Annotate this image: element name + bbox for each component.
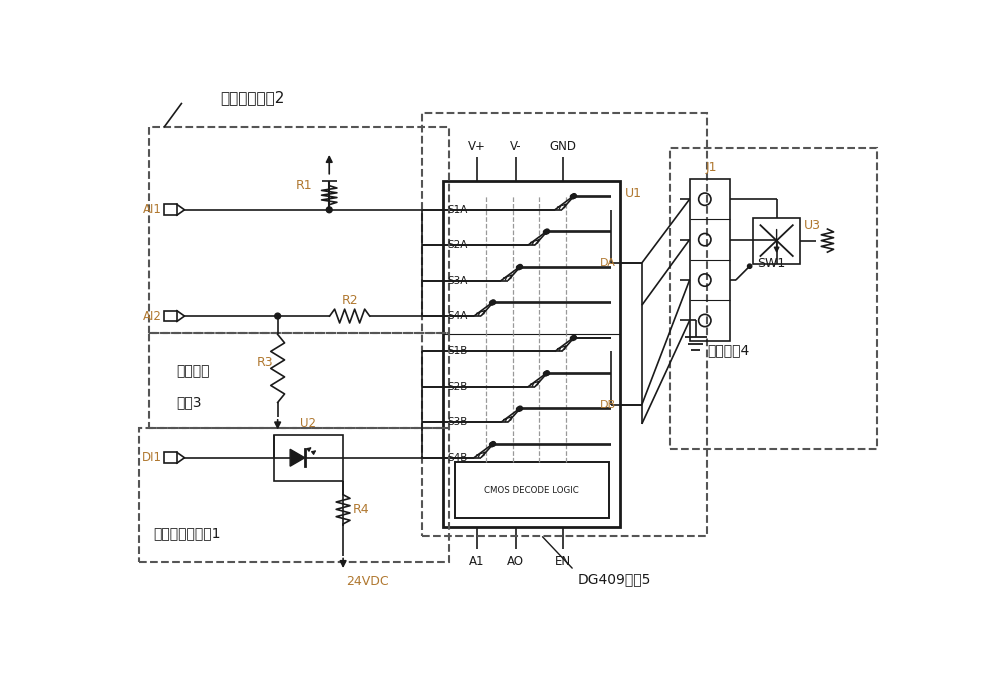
Text: V-: V- (510, 140, 521, 153)
Circle shape (491, 441, 496, 446)
Text: R4: R4 (352, 503, 369, 516)
Text: 模块3: 模块3 (176, 395, 202, 409)
Bar (455, 462, 609, 518)
Text: EN: EN (555, 555, 571, 568)
Text: U2: U2 (300, 417, 316, 430)
Bar (690, 179, 730, 341)
Text: S3B: S3B (448, 418, 468, 427)
Text: U3: U3 (804, 219, 821, 232)
Bar (164, 310, 177, 322)
Circle shape (572, 335, 576, 340)
Circle shape (275, 313, 281, 319)
Text: S4A: S4A (448, 311, 468, 321)
Bar (164, 452, 177, 463)
Text: GND: GND (550, 140, 577, 153)
Text: 开关量检测模块1: 开关量检测模块1 (153, 526, 220, 540)
Text: CMOS DECODE LOGIC: CMOS DECODE LOGIC (484, 486, 579, 495)
Text: S3A: S3A (448, 276, 468, 285)
Text: S2A: S2A (448, 240, 468, 251)
Circle shape (518, 406, 523, 411)
Text: AO: AO (507, 555, 524, 568)
Text: DG409芯片5: DG409芯片5 (578, 572, 651, 587)
Text: S2B: S2B (448, 382, 468, 392)
Bar (149, 127, 449, 333)
Text: S1A: S1A (448, 205, 468, 215)
Bar (443, 180, 620, 527)
Text: R1: R1 (296, 180, 312, 192)
Bar (274, 434, 343, 481)
Text: R3: R3 (257, 356, 274, 369)
Text: AI1: AI1 (143, 203, 161, 216)
Bar (670, 148, 877, 448)
Circle shape (545, 229, 549, 234)
Text: A1: A1 (469, 555, 485, 568)
Text: 电流检测模块2: 电流检测模块2 (220, 90, 284, 105)
Text: J1: J1 (706, 161, 717, 173)
Text: DI1: DI1 (141, 451, 161, 464)
Circle shape (570, 195, 575, 199)
Text: V+: V+ (468, 140, 486, 153)
Circle shape (543, 230, 548, 235)
Bar (149, 333, 449, 429)
Text: AI2: AI2 (143, 310, 161, 322)
Bar (422, 113, 707, 537)
Circle shape (570, 336, 575, 340)
Bar (139, 429, 449, 562)
Bar (753, 217, 800, 264)
Text: R2: R2 (341, 294, 358, 307)
Polygon shape (290, 450, 305, 466)
Text: S4B: S4B (448, 452, 468, 463)
Text: 电压检测: 电压检测 (176, 364, 210, 378)
Bar (164, 205, 177, 215)
Circle shape (748, 264, 752, 269)
Circle shape (491, 300, 496, 305)
Text: 通用接口4: 通用接口4 (707, 344, 750, 358)
Text: DB: DB (600, 400, 616, 410)
Circle shape (572, 193, 576, 198)
Circle shape (543, 372, 548, 376)
Text: U1: U1 (625, 187, 642, 200)
Circle shape (517, 265, 521, 270)
Text: S1B: S1B (448, 347, 468, 356)
Text: 24VDC: 24VDC (346, 575, 389, 588)
Text: DA: DA (600, 258, 616, 268)
Circle shape (326, 207, 332, 213)
Circle shape (545, 371, 549, 375)
Text: SW1: SW1 (757, 257, 786, 269)
Circle shape (490, 301, 494, 305)
Circle shape (518, 264, 523, 269)
Circle shape (517, 407, 521, 411)
Circle shape (490, 443, 494, 447)
